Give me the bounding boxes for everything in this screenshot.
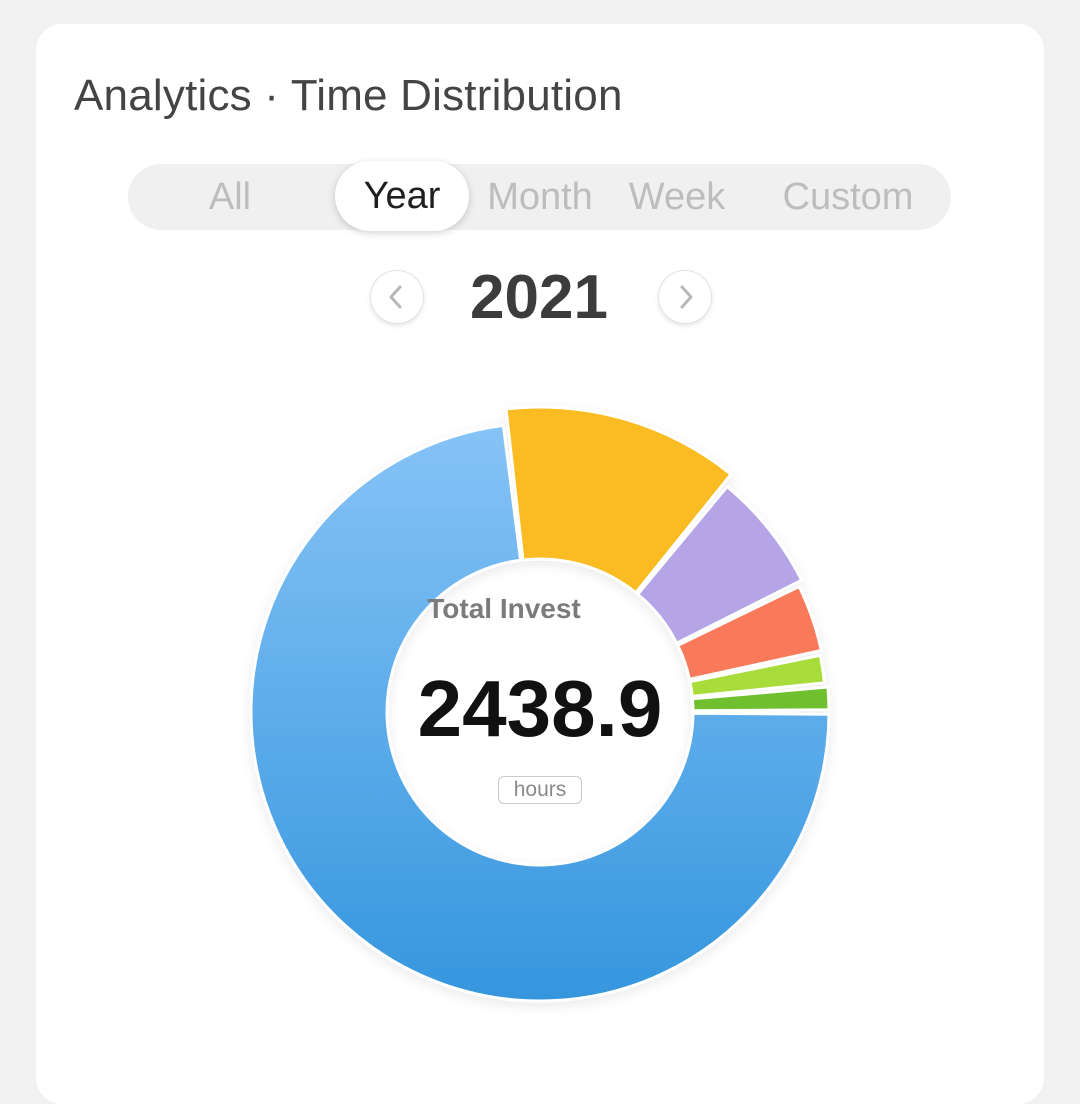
time-distribution-donut-chart — [249, 405, 831, 1003]
donut-slice-2[interactable] — [688, 653, 827, 698]
donut-slice-4[interactable] — [636, 485, 804, 645]
chevron-right-icon — [680, 285, 693, 309]
next-period-button[interactable] — [658, 270, 712, 324]
tab-year[interactable]: Year — [335, 161, 469, 231]
period-year-label: 2021 — [470, 263, 608, 332]
donut-slice-1[interactable] — [690, 685, 831, 713]
tab-custom[interactable]: Custom — [782, 176, 914, 218]
hours-unit-badge: hours — [498, 776, 582, 804]
donut-slice-3[interactable] — [676, 585, 823, 681]
page-title: Analytics · Time Distribution — [74, 71, 623, 120]
chevron-left-icon — [389, 285, 402, 309]
total-invest-label: Total Invest — [427, 593, 581, 624]
donut-slice-5[interactable] — [504, 405, 733, 595]
period-segmented-control: All Year Month Week Custom — [128, 161, 951, 231]
tab-week[interactable]: Week — [628, 176, 726, 218]
tab-month[interactable]: Month — [487, 176, 593, 218]
tab-all[interactable]: All — [208, 176, 252, 218]
total-invest-value: 2438.9 — [417, 664, 663, 753]
donut-slice-6[interactable] — [249, 423, 831, 1003]
previous-period-button[interactable] — [370, 270, 424, 324]
